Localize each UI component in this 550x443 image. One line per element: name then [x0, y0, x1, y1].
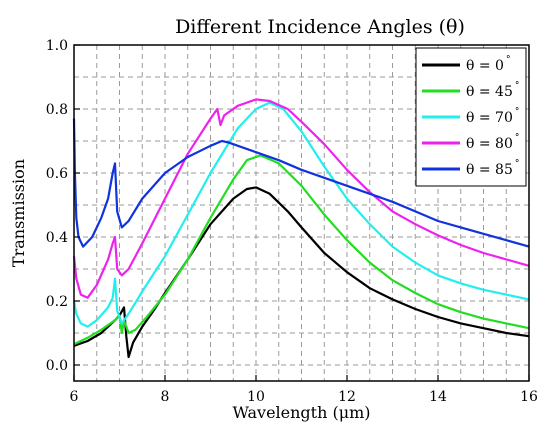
legend-degree: °: [515, 81, 520, 91]
series-line-70: [72, 101, 530, 328]
x-tick-label: 16: [520, 389, 538, 405]
y-tick-label: 0.0: [46, 358, 68, 374]
legend-label: θ = 70: [466, 110, 513, 126]
x-tick-label: 6: [70, 389, 79, 405]
series-line-45: [73, 154, 530, 346]
legend-label: θ = 85: [466, 162, 513, 178]
y-tick-label: 0.6: [46, 166, 68, 182]
legend-degree: °: [515, 107, 520, 117]
series-line-80: [72, 98, 530, 299]
series-lines: [72, 98, 530, 359]
x-tick-label: 8: [161, 389, 170, 405]
series-line-85: [72, 118, 530, 248]
axis-ticks: 6 8 10 12 14 16 0.0 0.2 0.4 0.6 0.8 1.0: [46, 38, 538, 405]
y-tick-label: 0.8: [46, 102, 68, 118]
x-tick-label: 14: [429, 389, 447, 405]
plot-frame: [73, 44, 530, 382]
y-tick-label: 1.0: [46, 38, 68, 54]
legend-degree: °: [515, 133, 520, 143]
x-tick-label: 10: [247, 389, 265, 405]
legend-label: θ = 80: [466, 136, 513, 152]
x-tick-label: 12: [338, 389, 356, 405]
y-tick-label: 0.4: [46, 230, 68, 246]
legend-label: θ = 45: [466, 84, 513, 100]
y-tick-label: 0.2: [46, 294, 68, 310]
chart-title: Different Incidence Angles (θ): [175, 16, 465, 38]
x-axis-title: Wavelength (μm): [232, 403, 370, 422]
series-line-0: [73, 186, 530, 359]
legend-degree: °: [515, 159, 520, 169]
legend-degree: °: [506, 55, 511, 65]
legend: θ = 0 °θ = 45 °θ = 70 °θ = 80 °θ = 85 °: [415, 47, 527, 187]
legend-label: θ = 0: [466, 58, 504, 74]
y-axis-title: Transmission: [9, 159, 28, 267]
